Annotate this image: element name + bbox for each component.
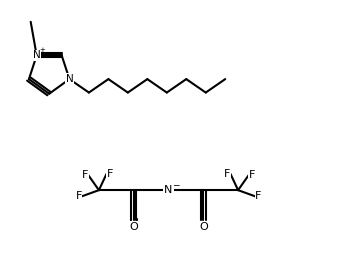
- Text: F: F: [75, 191, 82, 201]
- Text: N: N: [33, 50, 40, 60]
- Text: +: +: [40, 47, 45, 53]
- Text: F: F: [106, 169, 113, 179]
- Text: F: F: [224, 169, 231, 179]
- Text: F: F: [248, 170, 255, 180]
- Text: O: O: [199, 222, 208, 232]
- Text: N: N: [66, 74, 73, 84]
- Text: F: F: [82, 170, 89, 180]
- Text: N: N: [164, 185, 173, 195]
- Text: F: F: [255, 191, 262, 201]
- Text: O: O: [129, 222, 138, 232]
- Text: −: −: [172, 180, 180, 189]
